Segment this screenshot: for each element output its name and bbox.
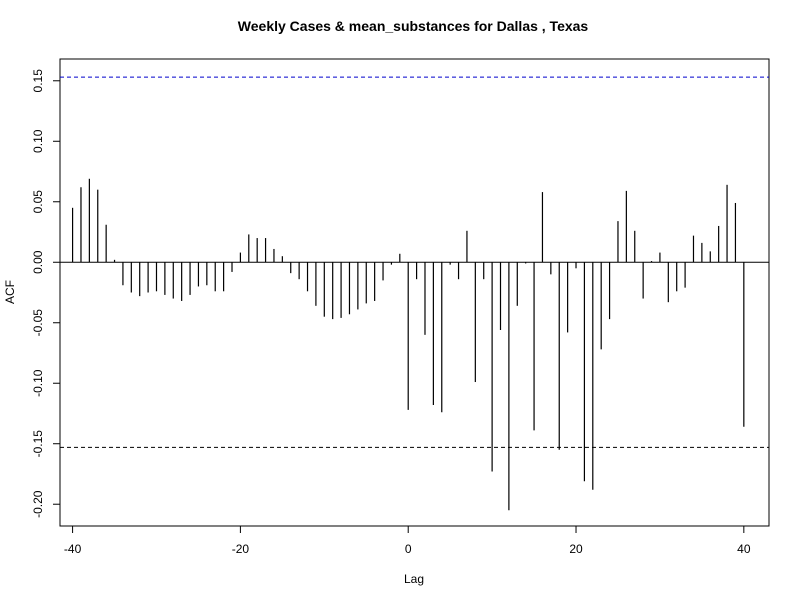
y-tick-label: 0.15 <box>31 69 45 93</box>
confidence-bounds <box>60 76 769 448</box>
y-tick-label: -0.15 <box>31 430 45 458</box>
x-tick-label: -40 <box>64 542 82 556</box>
y-tick-label: -0.10 <box>31 369 45 397</box>
y-axis: -0.20 -0.15 -0.10 -0.05 0.00 0.05 0.10 0.15 <box>31 69 61 518</box>
x-axis-label: Lag <box>404 572 424 586</box>
x-tick-label: -20 <box>232 542 250 556</box>
x-tick-label: 40 <box>737 542 751 556</box>
x-tick-label: 0 <box>405 542 412 556</box>
x-tick-label: 20 <box>569 542 583 556</box>
y-tick-label: 0.10 <box>31 129 45 153</box>
y-axis-label: ACF <box>3 280 17 304</box>
y-tick-label: -0.20 <box>31 490 45 518</box>
y-tick-label: 0.00 <box>31 250 45 274</box>
y-tick-label: 0.05 <box>31 190 45 214</box>
x-axis: -40 -20 0 20 40 <box>64 525 751 556</box>
acf-bars <box>71 178 745 511</box>
plot-frame <box>59 58 770 527</box>
chart-title: Weekly Cases & mean_substances for Dalla… <box>238 18 589 34</box>
y-tick-label: -0.05 <box>31 309 45 337</box>
